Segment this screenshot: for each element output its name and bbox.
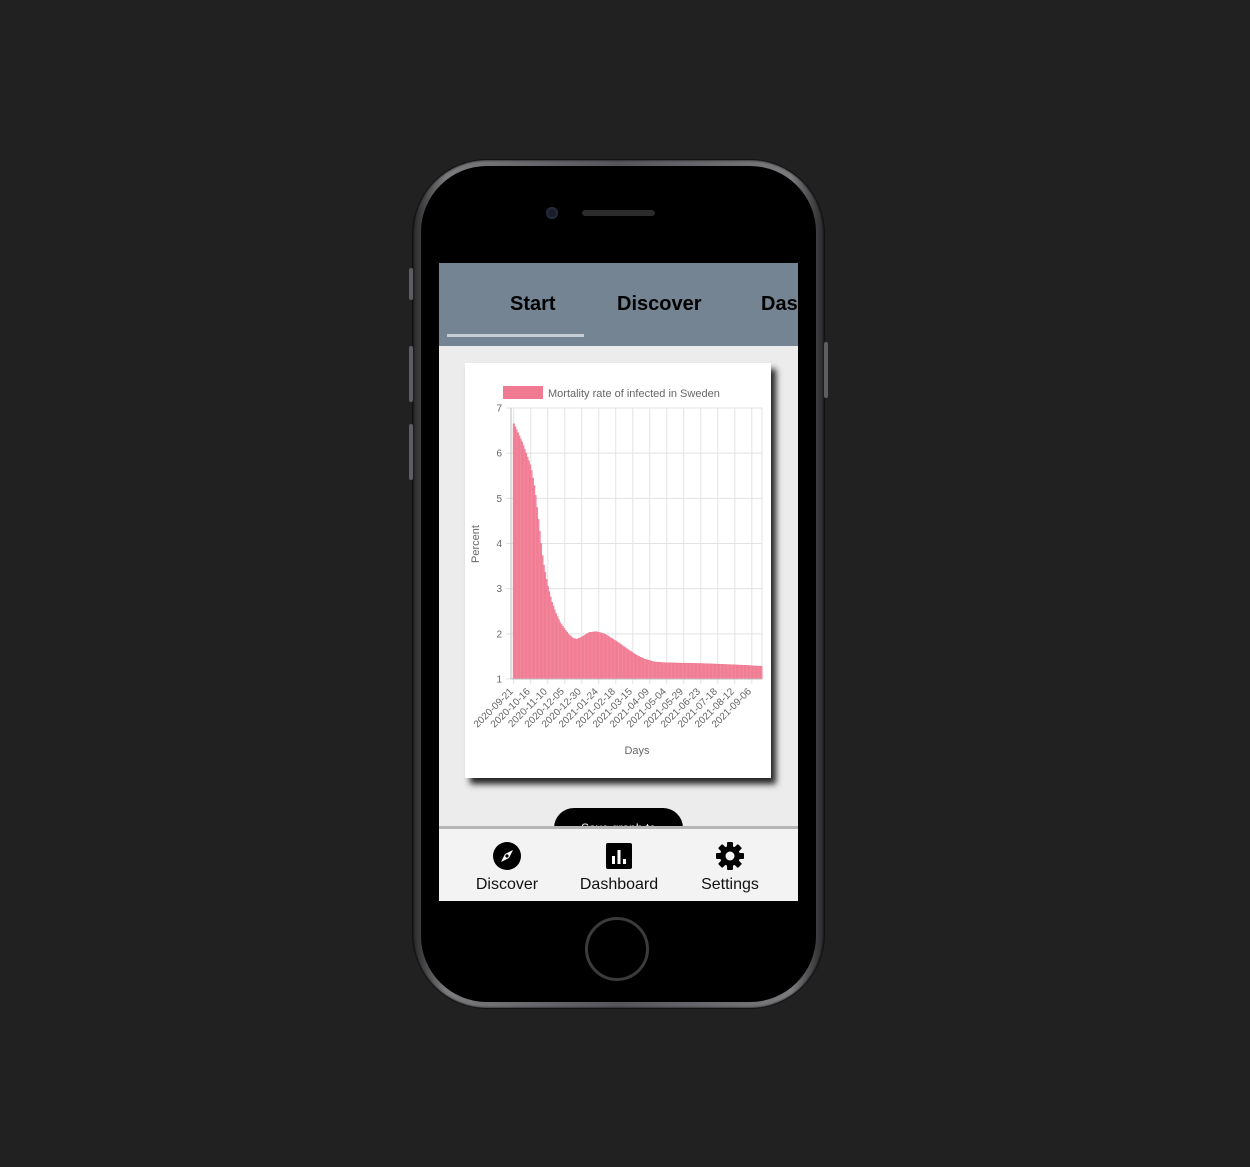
tab-discover[interactable]: Discover (617, 293, 702, 315)
bottom-nav-bar: Discover Dashboard (439, 826, 798, 901)
nav-settings[interactable]: Settings (675, 829, 785, 901)
nav-settings-label: Settings (701, 876, 759, 893)
compass-icon (493, 842, 521, 870)
y-tick-label: 7 (496, 404, 502, 415)
mute-switch (409, 268, 413, 300)
home-button[interactable] (585, 917, 649, 981)
chart-bar (760, 666, 763, 680)
y-tick-label: 2 (496, 629, 502, 640)
nav-discover[interactable]: Discover (452, 829, 562, 901)
legend-swatch (503, 386, 543, 399)
mortality-chart: 12345672020-09-212020-10-162020-11-10202… (470, 386, 763, 757)
gear-icon (716, 842, 744, 870)
nav-dashboard[interactable]: Dashboard (564, 829, 674, 901)
nav-dashboard-label: Dashboard (579, 876, 659, 893)
tab-dashboard[interactable]: Das (761, 293, 798, 315)
x-axis-title: Days (624, 745, 650, 757)
chart-card: 1 2 3 4 5 6 7 2020-09-21 2020-10-16 2020-11-10 202… (465, 363, 771, 778)
app-screen: Start Discover Das 1 2 3 4 5 6 7 2020-09-21 2020… (439, 263, 798, 901)
y-tick-label: 5 (496, 494, 502, 505)
y-tick-label: 1 (496, 675, 502, 686)
y-tick-label: 3 (496, 584, 502, 595)
volume-down-button (409, 424, 413, 480)
y-tick-label: 4 (496, 539, 502, 550)
tab-start[interactable]: Start (510, 293, 556, 315)
front-camera (546, 207, 558, 219)
power-button (824, 342, 828, 398)
earpiece-speaker (582, 210, 655, 216)
y-axis-title: Percent (470, 525, 482, 563)
legend-label: Mortality rate of infected in Sweden (548, 388, 720, 400)
volume-up-button (409, 346, 413, 402)
top-tab-bar: Start Discover Das (439, 263, 798, 346)
nav-discover-label: Discover (475, 876, 539, 893)
y-tick-label: 6 (496, 449, 502, 460)
bar-chart-icon (606, 843, 632, 869)
active-tab-indicator (447, 334, 584, 337)
